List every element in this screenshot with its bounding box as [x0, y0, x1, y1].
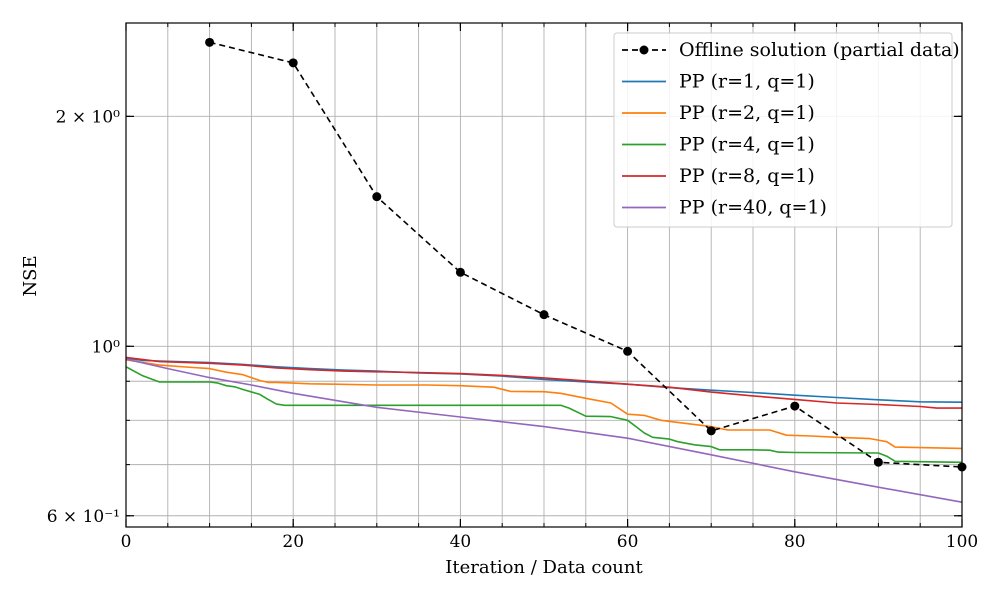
legend-label: PP (r=2, q=1) — [679, 102, 815, 124]
legend-label: PP (r=8, q=1) — [679, 165, 815, 187]
legend-marker — [639, 45, 649, 55]
series-line — [125, 356, 962, 409]
series-pp-r-8-q-1- — [125, 356, 962, 409]
legend-item: PP (r=40, q=1) — [622, 197, 827, 219]
data-point — [455, 267, 465, 277]
series-pp-r-40-q-1- — [125, 358, 963, 503]
data-point — [790, 401, 800, 411]
legend-item: PP (r=1, q=1) — [622, 71, 815, 93]
x-tick-label: 20 — [282, 532, 304, 552]
x-tick-label: 100 — [946, 532, 978, 552]
data-point — [873, 457, 883, 467]
legend-item: PP (r=2, q=1) — [622, 102, 815, 124]
y-tick-label: 6 × 10⁻¹ — [47, 507, 120, 527]
axis-ticks: 0 20 40 60 80 100 6 × 10⁻¹ 10⁰ 2 × 10⁰ — [47, 23, 978, 552]
legend-item: Offline solution (partial data) — [622, 39, 960, 61]
series-line — [125, 358, 963, 503]
x-tick-label: 0 — [121, 532, 132, 552]
series-line — [125, 359, 963, 450]
legend: Offline solution (partial data) PP (r=1, … — [613, 32, 960, 228]
series-pp-r-2-q-1- — [125, 359, 963, 450]
data-point — [539, 310, 549, 320]
series-line — [209, 41, 963, 468]
legend-box — [613, 32, 953, 228]
legend-label: PP (r=40, q=1) — [679, 197, 827, 219]
x-tick-label: 40 — [450, 532, 472, 552]
legend-item: PP (r=8, q=1) — [622, 165, 815, 187]
series-layer — [125, 37, 967, 503]
y-tick-label: 10⁰ — [92, 337, 121, 357]
legend-label: PP (r=4, q=1) — [679, 134, 815, 156]
y-tick-label: 2 × 10⁰ — [56, 107, 120, 127]
x-tick-label: 80 — [784, 532, 806, 552]
data-point — [205, 37, 215, 47]
x-tick-label: 60 — [617, 532, 639, 552]
data-point — [372, 192, 382, 202]
x-axis-label: Iteration / Data count — [445, 557, 643, 578]
legend-item: PP (r=4, q=1) — [622, 134, 815, 156]
legend-label: Offline solution (partial data) — [679, 39, 960, 61]
series-pp-r-4-q-1- — [125, 366, 963, 464]
series-offline-solution-partial-data- — [205, 37, 967, 472]
series-line — [125, 366, 963, 464]
data-point — [288, 58, 298, 68]
legend-label: PP (r=1, q=1) — [679, 71, 815, 93]
data-point — [623, 346, 633, 356]
y-axis-label: NSE — [20, 255, 41, 296]
data-point — [706, 426, 716, 436]
grid-lines — [125, 23, 963, 527]
